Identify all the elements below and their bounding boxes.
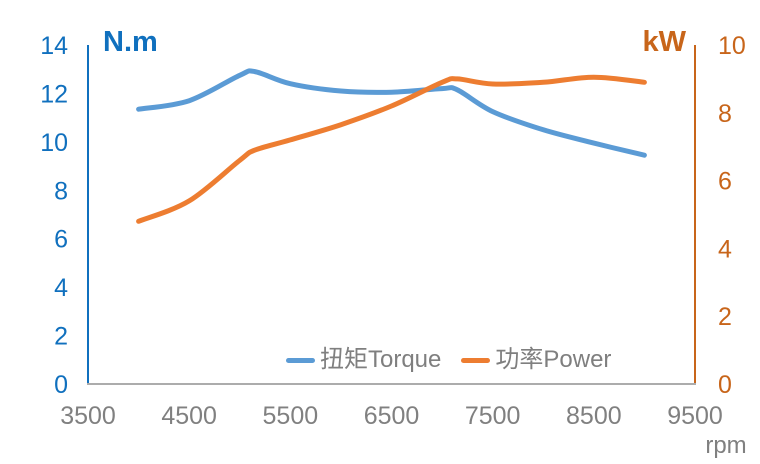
power-curve [136,74,647,224]
legend-item-torque: 扭矩Torque [286,346,442,373]
x-axis-tick-label: 7500 [465,402,521,430]
left-axis-tick-label: 4 [54,274,68,302]
x-axis-title: rpm [705,432,747,459]
torque-line-swatch [286,357,315,363]
right-axis-title: kW [642,26,687,58]
right-axis-tick-label: 0 [718,371,732,399]
right-axis-tick-label: 8 [718,100,732,128]
left-axis-tick-label: 2 [54,323,68,351]
right-axis-tick-label: 6 [718,168,732,196]
x-axis-tick-label: 8500 [566,402,622,430]
x-axis-tick-label: 6500 [364,402,420,430]
right-axis-tick-label: 10 [718,32,746,60]
legend-item-power: 功率Power [461,346,612,373]
right-axis-tick-label: 2 [718,303,732,331]
left-axis-tick-label: 10 [40,129,68,157]
x-axis-tick-label: 4500 [161,402,217,430]
power-line-swatch [461,357,491,363]
legend: 扭矩Torque 功率Power [286,346,612,373]
x-axis-tick-label: 3500 [60,402,116,430]
x-axis-tick-label: 9500 [667,402,723,430]
left-axis-tick-label: 0 [54,371,68,399]
x-axis-tick-label: 5500 [263,402,319,430]
left-axis-tick-label: 14 [40,32,68,60]
left-axis-tick-label: 6 [54,226,68,254]
left-axis-tick-label: 12 [40,80,68,108]
legend-label-torque: 扭矩Torque [320,346,442,373]
right-axis-tick-label: 4 [718,235,732,263]
legend-label-power: 功率Power [495,346,612,373]
left-axis-title: N.m [103,26,158,58]
left-axis-tick-label: 8 [54,177,68,205]
torque-curve [136,68,647,158]
